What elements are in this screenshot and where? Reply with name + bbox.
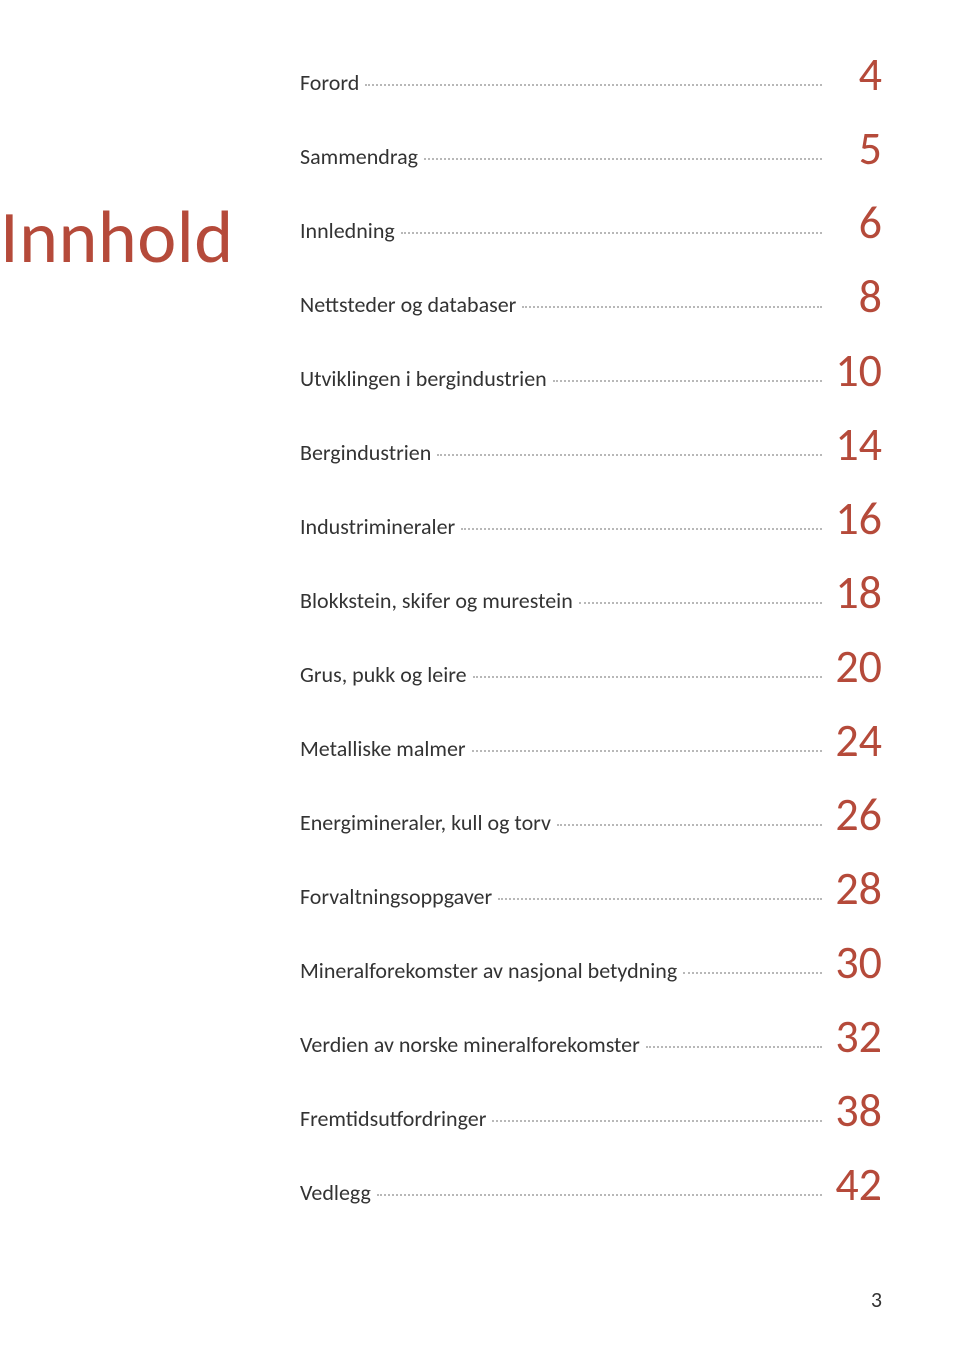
- toc-label: Blokkstein, skifer og murestein: [300, 587, 573, 614]
- toc-label: Grus, pukk og leire: [300, 661, 467, 688]
- toc-leader: [498, 898, 822, 900]
- toc-row: Mineralforekomster av nasjonal betydning…: [300, 940, 882, 986]
- toc-label: Energimineraler, kull og torv: [300, 809, 551, 836]
- toc-row: Forvaltningsoppgaver 28: [300, 866, 882, 912]
- toc-page-number: 24: [828, 718, 882, 764]
- toc-row: Forord 4: [300, 52, 882, 98]
- toc-label: Fremtidsutfordringer: [300, 1105, 486, 1132]
- toc-row: Bergindustrien 14: [300, 422, 882, 468]
- toc-row: Industrimineraler 16: [300, 496, 882, 542]
- toc-leader: [401, 232, 822, 234]
- toc-leader: [365, 84, 822, 86]
- toc-leader: [461, 528, 822, 530]
- toc-list: Forord 4 Sammendrag 5 Innledning 6 Netts…: [300, 52, 882, 1236]
- toc-row: Nettsteder og databaser 8: [300, 274, 882, 320]
- toc-row: Blokkstein, skifer og murestein 18: [300, 570, 882, 616]
- toc-page-number: 28: [828, 866, 882, 912]
- toc-row: Grus, pukk og leire 20: [300, 644, 882, 690]
- toc-page: Innhold Forord 4 Sammendrag 5 Innledning…: [0, 0, 960, 1359]
- toc-row: Energimineraler, kull og torv 26: [300, 792, 882, 838]
- toc-page-number: 6: [828, 200, 882, 246]
- toc-leader: [437, 454, 822, 456]
- toc-row: Vedlegg 42: [300, 1162, 882, 1208]
- toc-leader: [646, 1046, 822, 1048]
- toc-row: Verdien av norske mineralforekomster 32: [300, 1014, 882, 1060]
- toc-label: Metalliske malmer: [300, 735, 466, 762]
- page-number: 3: [871, 1286, 882, 1313]
- toc-row: Fremtidsutfordringer 38: [300, 1088, 882, 1134]
- toc-label: Innledning: [300, 217, 395, 244]
- toc-page-number: 5: [828, 126, 882, 172]
- toc-leader: [377, 1194, 822, 1196]
- toc-page-number: 16: [828, 496, 882, 542]
- toc-row: Sammendrag 5: [300, 126, 882, 172]
- toc-label: Utviklingen i bergindustrien: [300, 365, 547, 392]
- toc-label: Vedlegg: [300, 1179, 371, 1206]
- toc-label: Sammendrag: [300, 143, 418, 170]
- toc-page-number: 42: [828, 1162, 882, 1208]
- toc-leader: [557, 824, 822, 826]
- toc-leader: [424, 158, 822, 160]
- toc-label: Mineralforekomster av nasjonal betydning: [300, 957, 677, 984]
- toc-leader: [472, 750, 822, 752]
- toc-label: Forvaltningsoppgaver: [300, 883, 492, 910]
- toc-label: Nettsteder og databaser: [300, 291, 516, 318]
- toc-page-number: 14: [828, 422, 882, 468]
- toc-page-number: 32: [828, 1014, 882, 1060]
- page-title: Innhold: [0, 192, 234, 282]
- toc-page-number: 26: [828, 792, 882, 838]
- toc-leader: [553, 380, 822, 382]
- toc-page-number: 4: [828, 52, 882, 98]
- toc-page-number: 20: [828, 644, 882, 690]
- toc-page-number: 30: [828, 940, 882, 986]
- toc-row: Utviklingen i bergindustrien 10: [300, 348, 882, 394]
- toc-row: Metalliske malmer 24: [300, 718, 882, 764]
- toc-leader: [473, 676, 822, 678]
- toc-leader: [683, 972, 822, 974]
- toc-leader: [522, 306, 822, 308]
- toc-page-number: 38: [828, 1088, 882, 1134]
- toc-label: Industrimineraler: [300, 513, 455, 540]
- toc-label: Forord: [300, 69, 359, 96]
- toc-page-number: 18: [828, 570, 882, 616]
- toc-row: Innledning 6: [300, 200, 882, 246]
- toc-label: Verdien av norske mineralforekomster: [300, 1031, 640, 1058]
- toc-leader: [579, 602, 822, 604]
- toc-page-number: 10: [828, 348, 882, 394]
- toc-label: Bergindustrien: [300, 439, 431, 466]
- toc-leader: [492, 1120, 822, 1122]
- toc-page-number: 8: [828, 274, 882, 320]
